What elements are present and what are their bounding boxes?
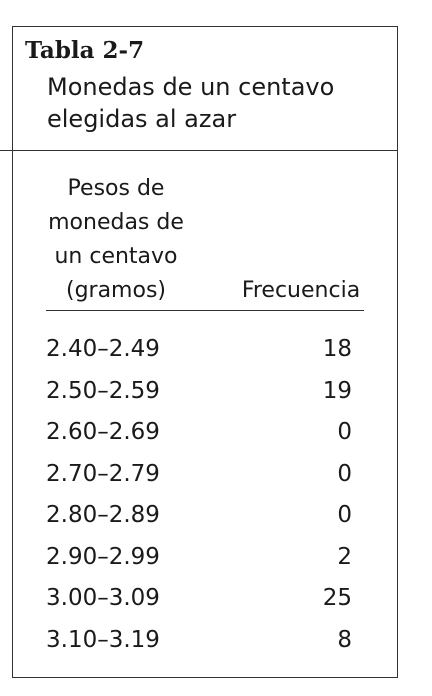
table-frame: Tabla 2-7 Monedas de un centavo elegidas… xyxy=(12,26,398,678)
frequency-cell: 18 xyxy=(322,336,352,362)
caption-line-1: Monedas de un centavo xyxy=(47,73,335,101)
weight-range-cell: 2.50–2.59 xyxy=(46,377,160,404)
table-row: 2.90–2.99 2 xyxy=(0,537,432,579)
frequency-cell: 0 xyxy=(337,460,352,487)
weight-range-cell: 3.10–3.19 xyxy=(46,626,160,653)
weight-range-cell: 2.70–2.79 xyxy=(46,460,160,487)
header-divider xyxy=(0,150,398,151)
weight-range-cell: 3.00–3.09 xyxy=(46,585,160,611)
table-row: 2.80–2.89 0 xyxy=(0,495,432,537)
table-caption: Monedas de un centavo elegidas al azar xyxy=(47,71,389,135)
frequency-cell: 25 xyxy=(322,585,352,611)
column-header-rule xyxy=(46,310,364,311)
frequency-cell: 0 xyxy=(337,502,352,528)
table-body: 2.40–2.49 18 2.50–2.59 19 2.60–2.69 0 2.… xyxy=(0,329,432,661)
weight-range-cell: 2.80–2.89 xyxy=(46,502,160,528)
weight-range-cell: 2.90–2.99 xyxy=(46,543,160,570)
frequency-cell: 19 xyxy=(322,377,352,404)
table-row: 2.60–2.69 0 xyxy=(0,412,432,454)
caption-line-2: elegidas al azar xyxy=(47,105,237,133)
frequency-cell: 0 xyxy=(337,419,352,445)
table-number: Tabla 2-7 xyxy=(25,37,145,64)
column-header-frequency: Frecuencia xyxy=(241,278,361,303)
weight-header-line: monedas de xyxy=(48,210,184,235)
weight-header-line: (gramos) xyxy=(65,278,166,303)
table-row: 2.50–2.59 19 xyxy=(0,371,432,413)
weight-range-cell: 2.60–2.69 xyxy=(46,419,160,445)
table-title-block: Tabla 2-7 Monedas de un centavo elegidas… xyxy=(25,37,389,135)
frequency-cell: 8 xyxy=(337,626,352,653)
weight-range-cell: 2.40–2.49 xyxy=(46,336,160,362)
weight-header-line: Pesos de xyxy=(67,176,165,201)
weight-header-line: un centavo xyxy=(54,244,178,269)
table-row: 3.00–3.09 25 xyxy=(0,578,432,620)
column-header-weight: Pesos de monedas de un centavo (gramos) xyxy=(46,172,186,308)
table-row: 2.40–2.49 18 xyxy=(0,329,432,371)
table-row: 3.10–3.19 8 xyxy=(0,620,432,662)
table-row: 2.70–2.79 0 xyxy=(0,454,432,496)
frequency-cell: 2 xyxy=(337,543,352,570)
